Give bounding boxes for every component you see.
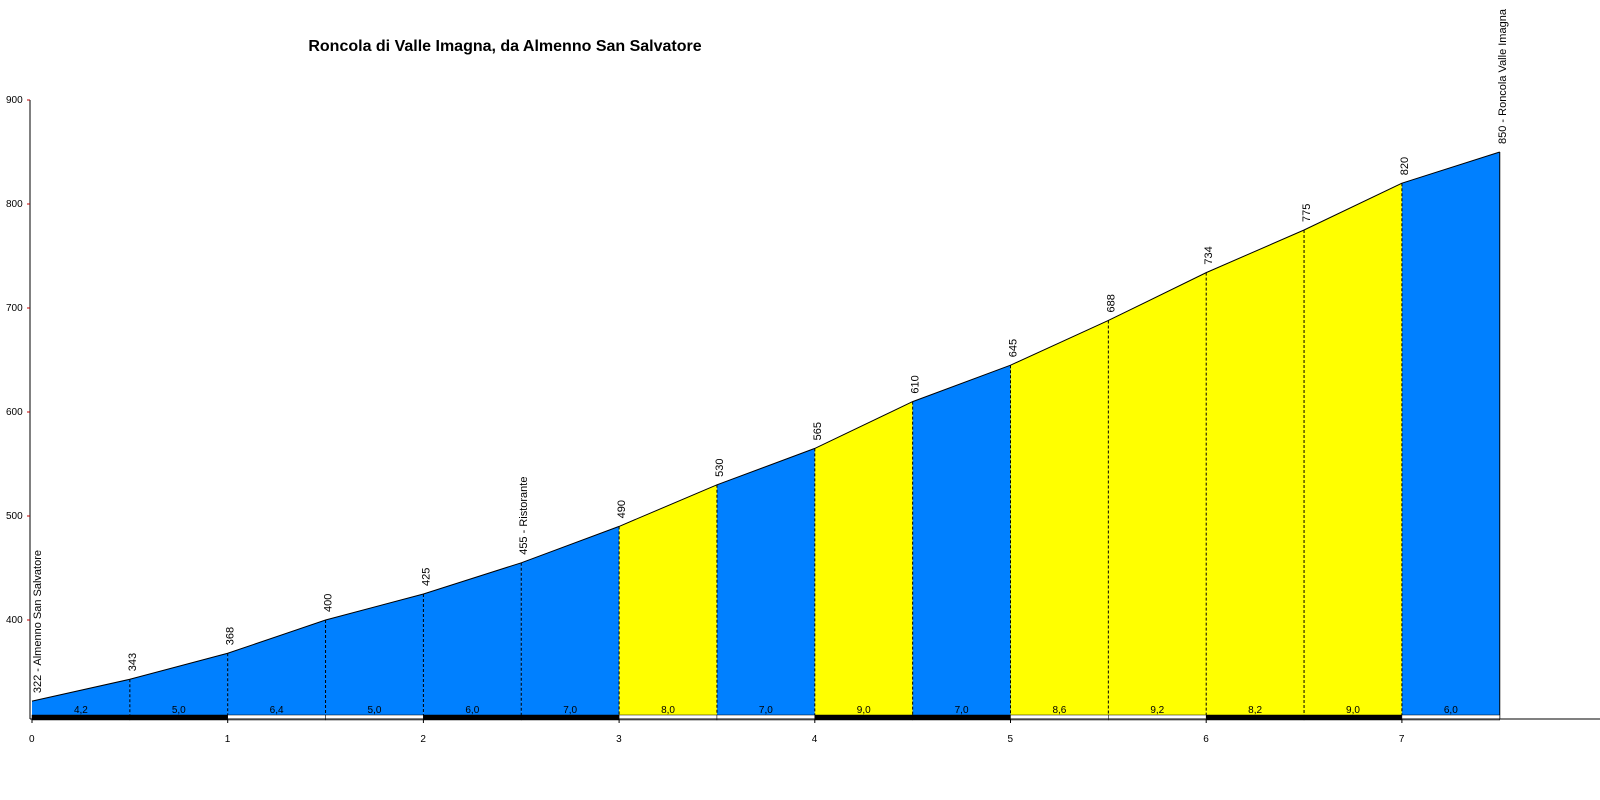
x-tick-label: 7 bbox=[1399, 734, 1405, 745]
grade-label: 6,4 bbox=[270, 705, 284, 716]
profile-segment bbox=[716, 448, 815, 719]
x-tick-label: 0 bbox=[29, 734, 35, 745]
grade-label: 9,0 bbox=[857, 705, 871, 716]
grade-label: 9,0 bbox=[1346, 705, 1360, 716]
y-tick-label: 900 bbox=[6, 95, 23, 106]
elevation-label: 425 bbox=[420, 568, 432, 586]
elevation-label: 322 - Almenno San Salvatore bbox=[32, 550, 44, 693]
grade-label: 7,0 bbox=[955, 705, 969, 716]
grade-label: 5,0 bbox=[172, 705, 186, 716]
y-tick-label: 400 bbox=[6, 615, 23, 626]
profile-segment bbox=[1010, 320, 1109, 719]
profile-segment bbox=[32, 679, 130, 719]
x-tick-label: 4 bbox=[812, 734, 818, 745]
elevation-label: 400 bbox=[323, 594, 335, 612]
y-tick-label: 800 bbox=[6, 199, 23, 210]
profile-segment bbox=[1108, 272, 1207, 719]
profile-segment bbox=[1206, 230, 1305, 719]
chart-title: Roncola di Valle Imagna, da Almenno San … bbox=[308, 38, 702, 55]
elevation-label: 610 bbox=[910, 375, 922, 393]
elevation-label: 645 bbox=[1008, 339, 1020, 357]
elevation-label: 343 bbox=[127, 653, 139, 671]
grade-label: 8,0 bbox=[661, 705, 675, 716]
elevation-label: 688 bbox=[1105, 294, 1117, 312]
grade-label: 7,0 bbox=[759, 705, 773, 716]
profile-segment bbox=[619, 484, 717, 719]
x-tick-label: 5 bbox=[1008, 734, 1014, 745]
grade-label: 9,2 bbox=[1150, 705, 1164, 716]
elevation-label: 368 bbox=[225, 627, 237, 645]
x-tick-label: 1 bbox=[225, 734, 231, 745]
grade-label: 4,2 bbox=[74, 705, 88, 716]
elevation-label: 850 - Roncola Valle Imagna bbox=[1497, 8, 1509, 144]
y-tick-label: 600 bbox=[6, 407, 23, 418]
profile-segment bbox=[814, 401, 913, 719]
y-tick-label: 700 bbox=[6, 303, 23, 314]
profile-segment bbox=[1304, 183, 1402, 719]
elevation-label: 734 bbox=[1203, 246, 1215, 264]
profile-segment bbox=[325, 594, 424, 719]
grade-label: 6,0 bbox=[1444, 705, 1458, 716]
y-tick-label: 500 bbox=[6, 511, 23, 522]
grade-label: 5,0 bbox=[368, 705, 382, 716]
grade-label: 8,2 bbox=[1248, 705, 1262, 716]
elevation-label: 775 bbox=[1301, 204, 1313, 222]
profile-line bbox=[31, 151, 1500, 702]
x-tick-label: 6 bbox=[1203, 734, 1209, 745]
profile-segment bbox=[129, 653, 228, 719]
profile-segment bbox=[912, 365, 1011, 719]
profile-segment bbox=[521, 526, 620, 719]
grade-label: 7,0 bbox=[563, 705, 577, 716]
elevation-label: 565 bbox=[812, 422, 824, 440]
elevation-label: 490 bbox=[616, 500, 628, 518]
elevation-label: 455 - Ristorante bbox=[518, 477, 530, 555]
x-tick-label: 3 bbox=[616, 734, 622, 745]
profile-segment bbox=[227, 620, 326, 719]
scale-bar bbox=[1401, 714, 1501, 721]
grade-label: 8,6 bbox=[1052, 705, 1066, 716]
profile-segment bbox=[1401, 152, 1500, 719]
profile-segment bbox=[423, 562, 522, 719]
elevation-label: 820 bbox=[1399, 157, 1411, 175]
elevation-label: 530 bbox=[714, 458, 726, 476]
grade-label: 6,0 bbox=[465, 705, 479, 716]
x-tick-label: 2 bbox=[420, 734, 426, 745]
